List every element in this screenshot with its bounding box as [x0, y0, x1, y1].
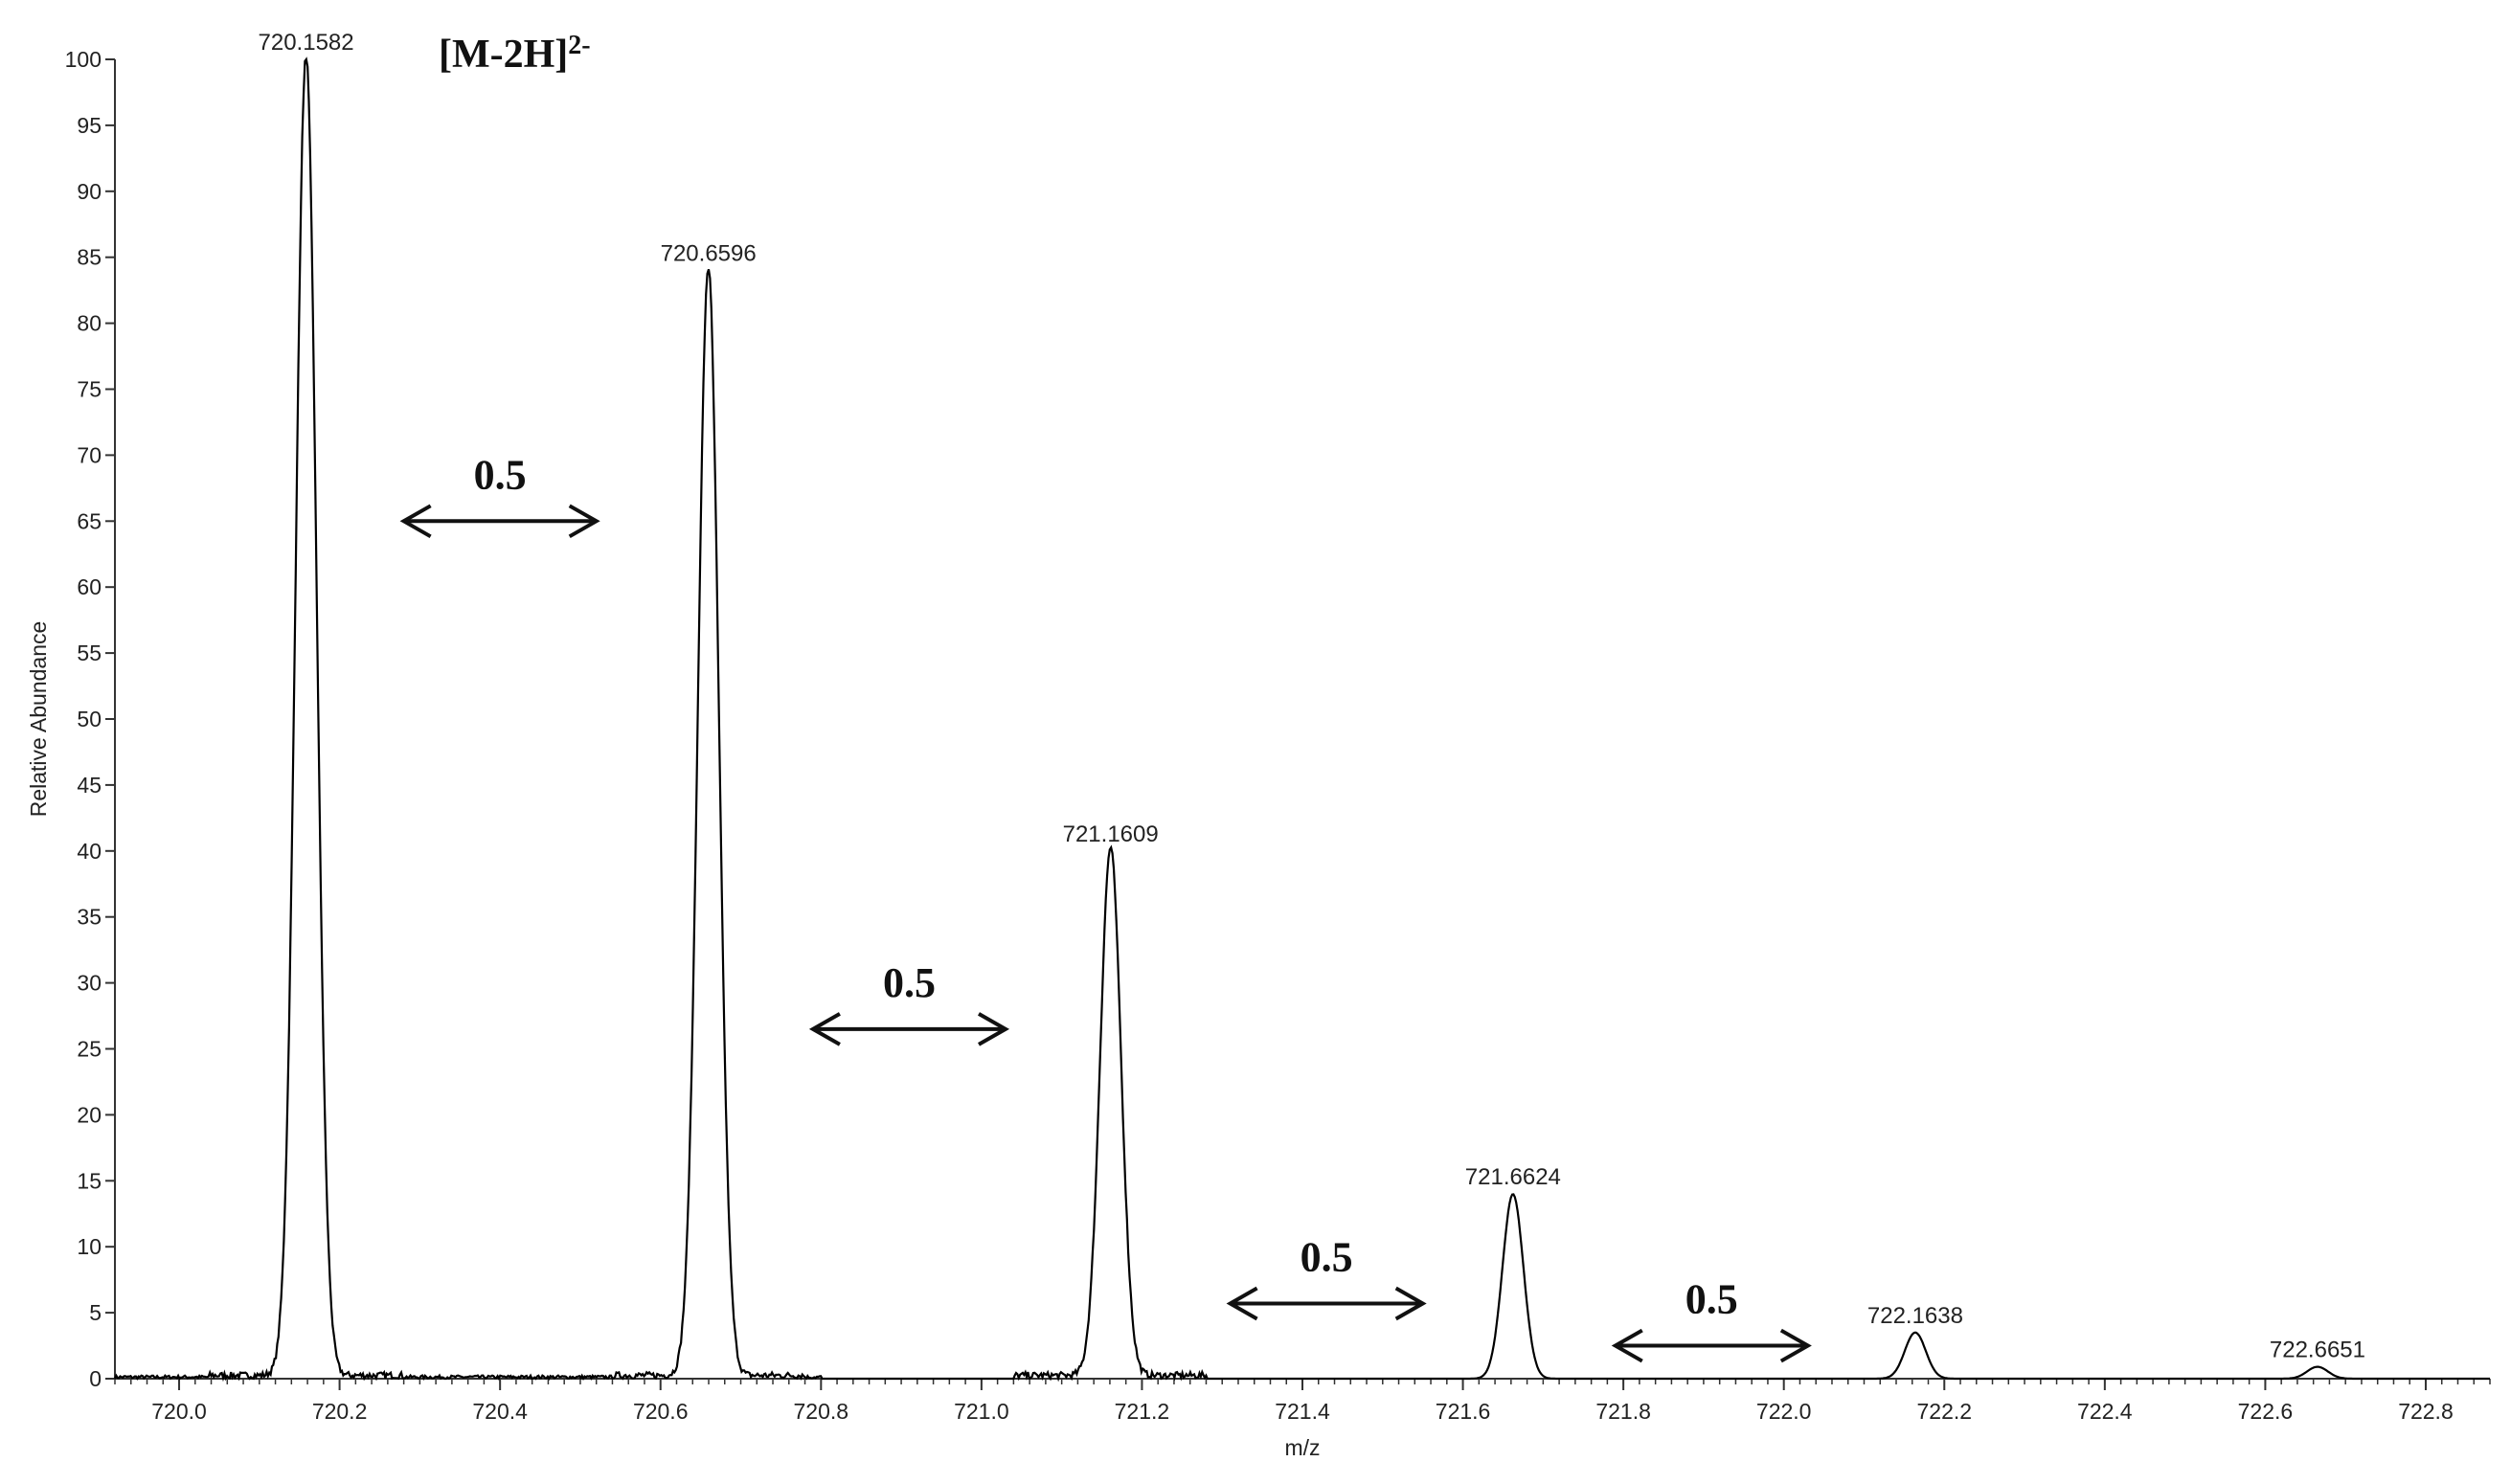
y-tick-label: 60	[77, 574, 102, 599]
spacing-label: 0.5	[1301, 1233, 1353, 1280]
x-tick-label: 720.4	[472, 1399, 528, 1424]
spacing-label: 0.5	[1685, 1276, 1738, 1323]
y-tick-label: 10	[77, 1234, 102, 1259]
arrow-head-left	[1226, 1286, 1258, 1321]
y-tick-label: 65	[77, 508, 102, 533]
axes	[114, 59, 2490, 1380]
y-tick-label: 20	[77, 1102, 102, 1127]
y-tick-label: 75	[77, 377, 102, 402]
peak-label: 721.1609	[1063, 821, 1159, 847]
y-tick-label: 15	[77, 1168, 102, 1193]
spacing-annotation: 0.5	[808, 959, 1010, 1046]
arrow-head-left	[1611, 1328, 1643, 1363]
y-tick-label: 25	[77, 1037, 102, 1062]
spacing-label: 0.5	[474, 451, 527, 498]
x-tick-label: 721.2	[1115, 1399, 1170, 1424]
x-tick-label: 721.6	[1436, 1399, 1491, 1424]
y-tick-label: 80	[77, 311, 102, 336]
peak-labels: 720.1582 720.6596 721.1609 721.6624 722.1638…	[259, 30, 2365, 1363]
spacing-label: 0.5	[883, 959, 936, 1006]
peak-label: 721.6624	[1465, 1164, 1561, 1190]
y-tick-label: 35	[77, 905, 102, 930]
x-tick-label: 721.0	[954, 1399, 1009, 1424]
arrow-head-left	[808, 1012, 841, 1046]
y-tick-label: 50	[77, 707, 102, 731]
arrow-head-right	[1779, 1328, 1812, 1363]
x-tick-label: 722.6	[2238, 1399, 2294, 1424]
y-tick-label: 40	[77, 839, 102, 864]
y-tick-label: 55	[77, 641, 102, 665]
y-axis-title: Relative Abundance	[26, 621, 51, 818]
y-tick-label: 45	[77, 773, 102, 798]
y-tick-label: 30	[77, 971, 102, 996]
spacing-annotations: 0.5 0.5 0.5 0.5	[399, 451, 1812, 1363]
y-tick-label: 5	[89, 1300, 102, 1325]
y-tick-label: 70	[77, 442, 102, 467]
peak-label: 722.1638	[1867, 1303, 1963, 1329]
x-tick-label: 720.2	[312, 1399, 368, 1424]
peak-label: 720.1582	[259, 30, 354, 56]
arrow-head-left	[399, 504, 432, 539]
y-tick-label: 85	[77, 245, 102, 270]
x-tick-label: 722.4	[2077, 1399, 2133, 1424]
y-tick-label: 95	[77, 113, 102, 138]
y-tick-label: 0	[89, 1366, 102, 1391]
y-axis-ticks: 0 5 10 15 20 25 30 35 40 45 50 55 60 65 70 75 80 85 90 95 10…	[65, 47, 115, 1391]
ion-label-charge: 2-	[568, 31, 590, 60]
spacing-annotation: 0.5	[1226, 1233, 1427, 1321]
peak-label: 720.6596	[661, 240, 757, 266]
arrow-head-right	[1394, 1286, 1427, 1321]
x-axis-title: m/z	[1284, 1435, 1320, 1460]
arrow-head-right	[978, 1012, 1010, 1046]
x-tick-label: 721.4	[1275, 1399, 1330, 1424]
ion-label-main: [M-2H]	[439, 33, 568, 77]
arrow-head-right	[568, 504, 600, 539]
peak-label: 722.6651	[2270, 1338, 2365, 1363]
x-tick-label: 720.8	[794, 1399, 849, 1424]
x-axis-ticks: 720.0 720.2 720.4 720.6 720.8 721.0 721.2 721.4…	[151, 1379, 2454, 1424]
ion-label: [M-2H]2-	[439, 31, 591, 77]
spacing-annotation: 0.5	[1611, 1276, 1812, 1363]
x-tick-label: 722.2	[1916, 1399, 1972, 1424]
x-tick-label: 722.8	[2398, 1399, 2454, 1424]
x-tick-label: 720.6	[633, 1399, 689, 1424]
x-tick-label: 721.8	[1595, 1399, 1651, 1424]
spectrum-trace	[113, 56, 2490, 1383]
y-tick-label: 100	[65, 47, 102, 72]
spacing-annotation: 0.5	[399, 451, 600, 539]
y-tick-label: 90	[77, 179, 102, 204]
x-tick-label: 722.0	[1756, 1399, 1812, 1424]
x-tick-label: 720.0	[151, 1399, 207, 1424]
